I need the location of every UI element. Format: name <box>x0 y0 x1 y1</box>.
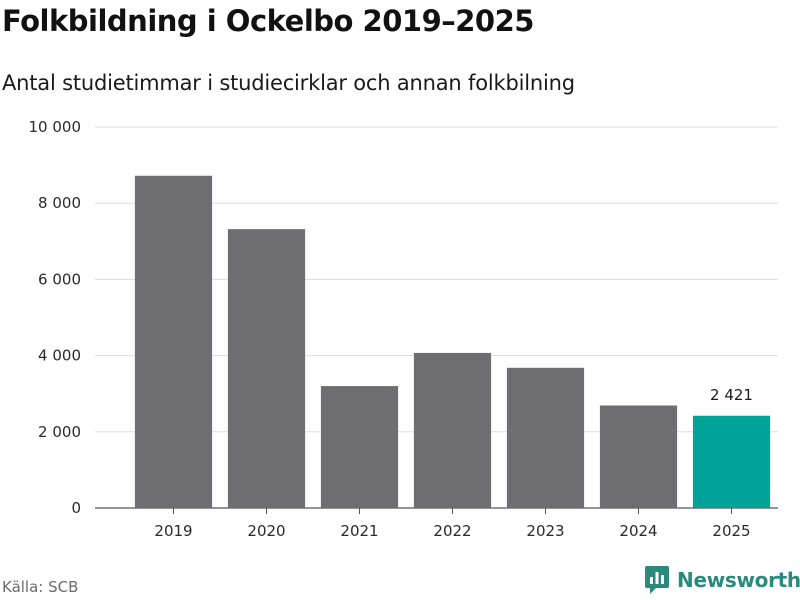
x-tick-label: 2024 <box>619 522 657 540</box>
y-tick-label: 0 <box>71 499 81 517</box>
bar-2021 <box>320 386 399 508</box>
x-tick-label: 2022 <box>433 522 471 540</box>
chart-title: Folkbildning i Ockelbo 2019–2025 <box>2 4 534 38</box>
x-tick-label: 2025 <box>712 522 750 540</box>
y-tick-label: 8 000 <box>38 194 81 212</box>
y-tick-label: 2 000 <box>38 423 81 441</box>
brand-logo: Newsworthy <box>645 566 800 594</box>
y-tick-label: 6 000 <box>38 270 81 288</box>
x-tick-label: 2019 <box>154 522 192 540</box>
bar-2019 <box>134 175 213 508</box>
bar-2023 <box>506 367 585 508</box>
chart-subtitle: Antal studietimmar i studiecirklar och a… <box>2 71 575 95</box>
bar-2025 <box>692 415 771 508</box>
y-tick-label: 4 000 <box>38 347 81 365</box>
source-note: Källa: SCB <box>2 578 79 596</box>
x-tick-label: 2021 <box>340 522 378 540</box>
x-tick-label: 2020 <box>247 522 285 540</box>
brand-name: Newsworthy <box>677 568 800 592</box>
y-tick-label: 10 000 <box>29 118 82 136</box>
bars <box>134 175 771 508</box>
x-axis-ticks: 2019 2020 2021 2022 2023 2024 2025 <box>154 508 751 540</box>
data-labels: 2 421 <box>710 386 753 404</box>
y-axis-ticks: 0 2 000 4 000 6 000 8 000 10 000 <box>29 118 82 517</box>
data-label: 2 421 <box>710 386 753 404</box>
x-tick-label: 2023 <box>526 522 564 540</box>
bar-2022 <box>413 352 492 508</box>
bar-2020 <box>227 229 306 508</box>
bar-2024 <box>599 405 678 508</box>
newsworthy-logo-icon <box>645 566 669 594</box>
